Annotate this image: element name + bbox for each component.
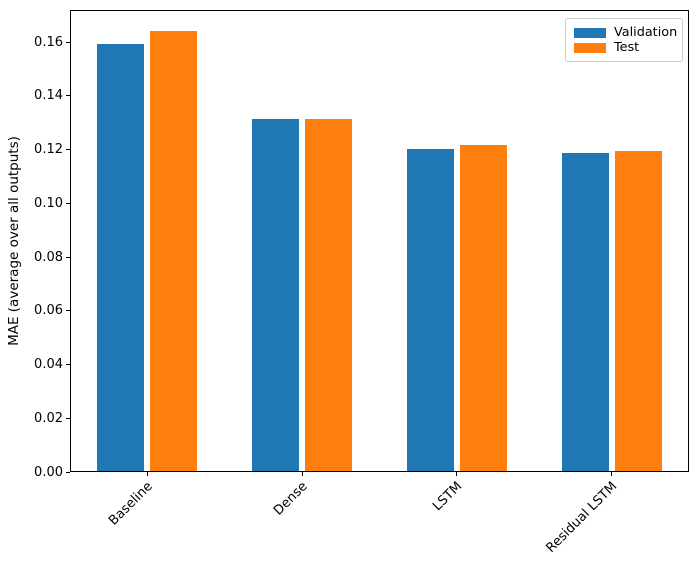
bar-test-residual-lstm	[614, 150, 662, 471]
legend: Validation Test	[565, 18, 683, 62]
bar-test-lstm	[459, 144, 507, 471]
bar-validation-baseline	[97, 43, 145, 471]
x-tick-label: Residual LSTM	[543, 479, 621, 556]
y-tick-mark	[66, 95, 70, 97]
y-tick-mark	[66, 310, 70, 312]
legend-swatch-validation	[574, 27, 606, 38]
x-tick-mark	[146, 472, 148, 476]
bar-test-dense	[305, 119, 353, 471]
y-tick-label: 0.04	[34, 357, 63, 373]
legend-label: Test	[614, 39, 640, 55]
y-tick-label: 0.10	[34, 195, 63, 211]
legend-item-validation: Validation	[574, 25, 677, 40]
y-tick-label: 0.08	[34, 249, 63, 265]
x-tick-mark	[456, 472, 458, 476]
y-tick-mark	[66, 41, 70, 43]
bar-test-baseline	[150, 30, 198, 471]
y-tick-label: 0.00	[34, 464, 63, 480]
bar-validation-residual-lstm	[561, 152, 609, 471]
x-tick-label: LSTM	[430, 479, 466, 515]
bar-validation-dense	[252, 119, 300, 471]
x-tick-mark	[301, 472, 303, 476]
y-tick-mark	[66, 256, 70, 258]
plot-area	[70, 10, 689, 472]
legend-item-test: Test	[574, 39, 673, 55]
y-tick-label: 0.02	[34, 410, 63, 426]
legend-label: Validation	[614, 24, 678, 40]
y-tick-label: 0.06	[34, 303, 63, 319]
x-tick-label: Dense	[271, 479, 311, 519]
y-tick-label: 0.12	[34, 142, 63, 158]
y-tick-mark	[66, 202, 70, 204]
y-tick-mark	[66, 364, 70, 366]
bar-validation-lstm	[406, 148, 454, 471]
y-tick-label: 0.14	[34, 88, 63, 104]
y-tick-mark	[66, 417, 70, 419]
y-tick-mark	[66, 149, 70, 151]
x-tick-mark	[611, 472, 613, 476]
y-tick-label: 0.16	[34, 34, 63, 50]
legend-swatch-test	[574, 42, 606, 53]
y-tick-mark	[66, 471, 70, 473]
x-tick-label: Baseline	[106, 479, 156, 529]
